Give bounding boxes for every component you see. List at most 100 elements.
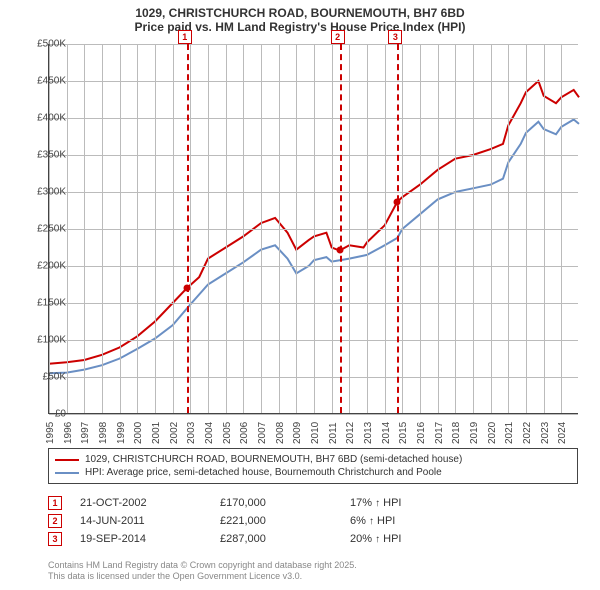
gridline-v (385, 44, 386, 413)
legend-label-1: 1029, CHRISTCHURCH ROAD, BOURNEMOUTH, BH… (85, 454, 462, 465)
gridline-v (226, 44, 227, 413)
y-tick-label: £0 (55, 409, 66, 420)
gridline-v (367, 44, 368, 413)
gridline-h (49, 414, 578, 415)
x-tick-label: 1999 (116, 422, 127, 444)
y-tick-label: £50K (43, 372, 66, 383)
footer-line1: Contains HM Land Registry data © Crown c… (48, 560, 578, 571)
sales-row-pct: 20% ↑ HPI (350, 533, 470, 545)
y-tick-label: £250K (37, 224, 66, 235)
gridline-v (155, 44, 156, 413)
sale-marker-box-2: 2 (331, 30, 345, 44)
x-tick-label: 2010 (310, 422, 321, 444)
sales-row-pct: 6% ↑ HPI (350, 515, 470, 527)
legend-label-2: HPI: Average price, semi-detached house,… (85, 467, 442, 478)
x-tick-label: 2018 (451, 422, 462, 444)
sale-vline-1 (187, 44, 189, 413)
x-tick-label: 2003 (186, 422, 197, 444)
sale-marker-box-1: 1 (178, 30, 192, 44)
gridline-v (508, 44, 509, 413)
gridline-v (102, 44, 103, 413)
legend-item-1: 1029, CHRISTCHURCH ROAD, BOURNEMOUTH, BH… (55, 453, 571, 466)
y-tick-label: £450K (37, 76, 66, 87)
chart-plot-area (48, 44, 578, 414)
sales-row: 1 21-OCT-2002£170,00017% ↑ HPI (48, 494, 578, 512)
x-tick-label: 1997 (80, 422, 91, 444)
y-tick-label: £400K (37, 113, 66, 124)
gridline-v (173, 44, 174, 413)
gridline-v (420, 44, 421, 413)
legend-swatch-red (55, 459, 79, 461)
gridline-v (279, 44, 280, 413)
gridline-v (526, 44, 527, 413)
x-tick-label: 2021 (504, 422, 515, 444)
x-tick-label: 2014 (381, 422, 392, 444)
sales-row-pct: 17% ↑ HPI (350, 497, 470, 509)
x-tick-label: 2022 (522, 422, 533, 444)
sales-row-date: 14-JUN-2011 (80, 515, 220, 527)
title-line2: Price paid vs. HM Land Registry's House … (0, 20, 600, 34)
x-tick-label: 2006 (239, 422, 250, 444)
x-tick-label: 2005 (222, 422, 233, 444)
x-tick-label: 2002 (169, 422, 180, 444)
sale-point-1 (183, 285, 190, 292)
gridline-v (455, 44, 456, 413)
x-tick-label: 2016 (416, 422, 427, 444)
sales-row-marker: 3 (48, 532, 62, 546)
gridline-v (561, 44, 562, 413)
sales-row: 2 14-JUN-2011£221,0006% ↑ HPI (48, 512, 578, 530)
x-tick-label: 2001 (151, 422, 162, 444)
legend-box: 1029, CHRISTCHURCH ROAD, BOURNEMOUTH, BH… (48, 448, 578, 484)
sales-row-price: £287,000 (220, 533, 350, 545)
gridline-v (208, 44, 209, 413)
x-tick-label: 2012 (345, 422, 356, 444)
gridline-v (438, 44, 439, 413)
x-tick-label: 2011 (328, 422, 339, 444)
gridline-v (84, 44, 85, 413)
up-arrow-icon: ↑ (375, 534, 380, 545)
x-tick-label: 2007 (257, 422, 268, 444)
gridline-v (261, 44, 262, 413)
x-tick-label: 2024 (557, 422, 568, 444)
x-tick-label: 1995 (45, 422, 56, 444)
sales-row-price: £221,000 (220, 515, 350, 527)
y-tick-label: £350K (37, 150, 66, 161)
gridline-v (349, 44, 350, 413)
x-tick-label: 1996 (63, 422, 74, 444)
gridline-v (67, 44, 68, 413)
y-tick-label: £200K (37, 261, 66, 272)
x-tick-label: 2017 (434, 422, 445, 444)
y-tick-label: £500K (37, 39, 66, 50)
gridline-v (314, 44, 315, 413)
gridline-v (544, 44, 545, 413)
x-tick-label: 2020 (487, 422, 498, 444)
sales-row-date: 19-SEP-2014 (80, 533, 220, 545)
y-tick-label: £100K (37, 335, 66, 346)
gridline-v (296, 44, 297, 413)
sale-vline-2 (340, 44, 342, 413)
sales-table: 1 21-OCT-2002£170,00017% ↑ HPI 2 14-JUN-201… (48, 494, 578, 548)
sale-point-3 (394, 198, 401, 205)
sales-row-marker: 1 (48, 496, 62, 510)
x-tick-label: 1998 (98, 422, 109, 444)
gridline-v (473, 44, 474, 413)
gridline-v (332, 44, 333, 413)
up-arrow-icon: ↑ (369, 516, 374, 527)
sales-row-marker: 2 (48, 514, 62, 528)
x-tick-label: 2009 (292, 422, 303, 444)
sales-row-price: £170,000 (220, 497, 350, 509)
x-tick-label: 2004 (204, 422, 215, 444)
legend-item-2: HPI: Average price, semi-detached house,… (55, 466, 571, 479)
sales-row: 3 19-SEP-2014£287,00020% ↑ HPI (48, 530, 578, 548)
sale-point-2 (336, 247, 343, 254)
gridline-v (491, 44, 492, 413)
gridline-v (137, 44, 138, 413)
x-tick-label: 2013 (363, 422, 374, 444)
x-tick-label: 2015 (398, 422, 409, 444)
x-tick-label: 2023 (540, 422, 551, 444)
sale-marker-box-3: 3 (388, 30, 402, 44)
x-tick-label: 2019 (469, 422, 480, 444)
gridline-v (190, 44, 191, 413)
sales-row-date: 21-OCT-2002 (80, 497, 220, 509)
gridline-v (243, 44, 244, 413)
